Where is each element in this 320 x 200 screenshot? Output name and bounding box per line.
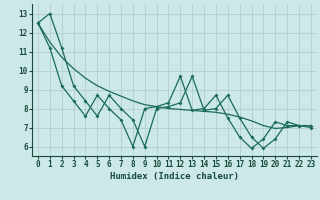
X-axis label: Humidex (Indice chaleur): Humidex (Indice chaleur) xyxy=(110,172,239,181)
